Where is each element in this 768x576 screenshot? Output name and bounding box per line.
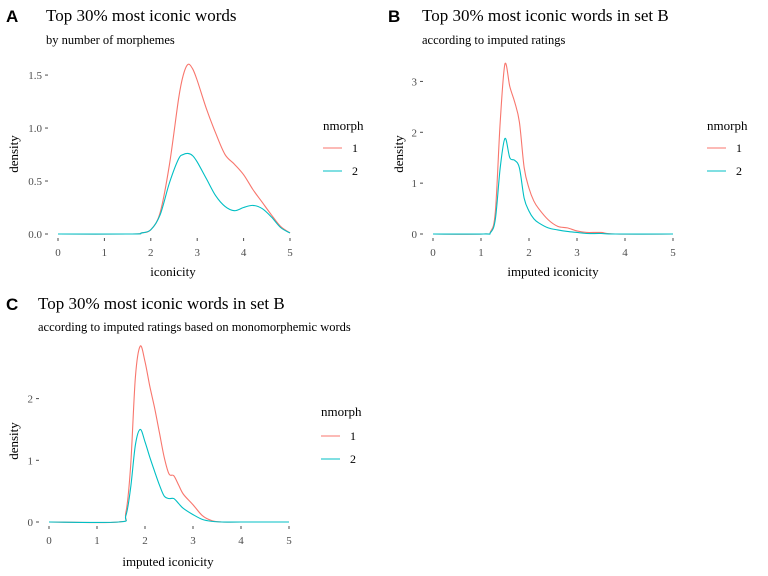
panel-c-legend: nmorph 1 2: [321, 404, 362, 466]
panel-c-x-tick-label: 3: [190, 535, 196, 547]
panel-a-x-tick-label: 4: [241, 247, 247, 259]
panel-a-x-tick-label: 1: [102, 247, 108, 259]
panel-b-x-tick-label: 5: [670, 247, 676, 259]
panel-a-legend: nmorph 1 2: [323, 118, 364, 178]
panel-c-xlabel: imputed iconicity: [122, 554, 214, 569]
panel-a: A Top 30% most iconic words by number of…: [6, 6, 364, 279]
panel-b-series-1-line: [432, 62, 674, 235]
panel-a-series-1-line: [57, 63, 291, 235]
panel-b-y-tick-label: 0: [412, 229, 418, 241]
panel-c-subtitle: according to imputed ratings based on mo…: [38, 320, 351, 334]
panel-b-ylabel: density: [391, 135, 406, 173]
panel-b-legend: nmorph 1 2: [707, 118, 748, 178]
panel-b-y-tick-label: 1: [412, 178, 418, 190]
panel-label-a: A: [6, 7, 18, 26]
panel-c-y-tick-label: 1: [28, 455, 34, 467]
panel-c-legend-label-1: 1: [350, 429, 356, 443]
panel-c-series-1-line: [48, 345, 289, 524]
panel-b-title: Top 30% most iconic words in set B: [422, 6, 669, 25]
panel-c-x-tick-label: 4: [238, 535, 244, 547]
panel-a-xlabel: iconicity: [150, 264, 196, 279]
panel-c-x-tick-label: 0: [46, 535, 52, 547]
panel-b-series-2-line: [432, 137, 674, 235]
panel-a-x-tick-label: 0: [55, 247, 61, 259]
panel-a-y-tick-label: 1.5: [28, 70, 42, 82]
panel-label-b: B: [388, 7, 400, 26]
panel-a-series-2-line: [57, 152, 291, 235]
panel-c-legend-label-2: 2: [350, 452, 356, 466]
panel-a-legend-label-2: 2: [352, 164, 358, 178]
panel-a-plot-area: 0 1 2 3 4 5 0.0 0.5 1.0 1.5: [28, 63, 293, 259]
panel-b-y-tick-label: 2: [412, 127, 418, 139]
panel-label-c: C: [6, 295, 18, 314]
panel-c-legend-title: nmorph: [321, 404, 362, 419]
panel-a-y-tick-label: 0.5: [28, 176, 42, 188]
panel-a-subtitle: by number of morphemes: [46, 33, 175, 47]
panel-c: C Top 30% most iconic words in set B acc…: [6, 294, 362, 569]
panel-b-subtitle: according to imputed ratings: [422, 33, 566, 47]
panel-c-x-tick-label: 2: [142, 535, 148, 547]
panel-a-x-tick-label: 5: [287, 247, 293, 259]
panel-b-x-tick-label: 2: [526, 247, 532, 259]
panel-c-title: Top 30% most iconic words in set B: [38, 294, 285, 313]
panel-b-x-tick-label: 1: [478, 247, 484, 259]
panel-a-legend-label-1: 1: [352, 141, 358, 155]
panel-b-plot-area: 0 1 2 3 4 5 0 1 2 3: [412, 62, 676, 259]
panel-a-x-tick-label: 2: [148, 247, 154, 259]
panel-b-x-tick-label: 4: [622, 247, 628, 259]
panel-c-x-tick-label: 1: [94, 535, 100, 547]
panel-a-y-tick-label: 0.0: [28, 229, 42, 241]
panel-a-title: Top 30% most iconic words: [46, 6, 237, 25]
panel-b-legend-title: nmorph: [707, 118, 748, 133]
panel-a-y-tick-label: 1.0: [28, 123, 42, 135]
panel-b-xlabel: imputed iconicity: [507, 264, 599, 279]
panel-c-series-2-line: [48, 428, 289, 524]
panel-c-y-tick-label: 2: [28, 394, 34, 406]
panel-c-y-tick-label: 0: [28, 517, 34, 529]
panel-b-legend-label-1: 1: [736, 141, 742, 155]
panel-c-plot-area: 0 1 2 3 4 5 0 1 2: [28, 345, 292, 547]
panel-b-x-tick-label: 0: [430, 247, 436, 259]
panel-c-x-tick-label: 5: [286, 535, 292, 547]
panel-c-ylabel: density: [6, 422, 21, 460]
panel-a-ylabel: density: [6, 135, 21, 173]
panel-b: B Top 30% most iconic words in set B acc…: [388, 6, 748, 279]
panel-b-legend-label-2: 2: [736, 164, 742, 178]
panel-b-y-tick-label: 3: [412, 76, 418, 88]
panel-b-x-tick-label: 3: [574, 247, 580, 259]
panel-a-legend-title: nmorph: [323, 118, 364, 133]
panel-a-x-tick-label: 3: [194, 247, 200, 259]
